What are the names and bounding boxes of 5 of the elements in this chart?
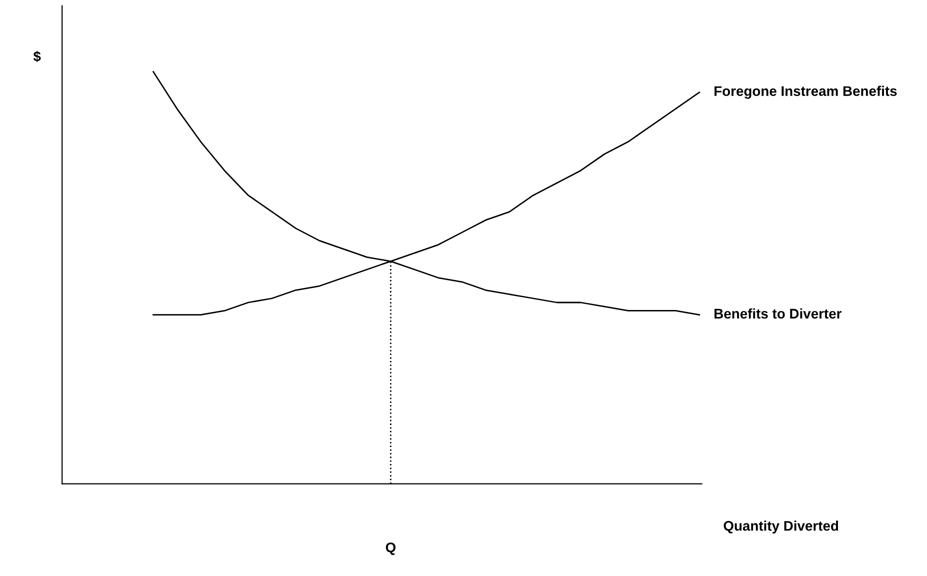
text: $ [33,50,41,62]
series-label: Foregone Instream Benefits [714,86,897,99]
text: Quantity Diverted [724,520,838,534]
text: Q [386,542,396,555]
series-label: Benefits to Diverter [714,308,842,319]
